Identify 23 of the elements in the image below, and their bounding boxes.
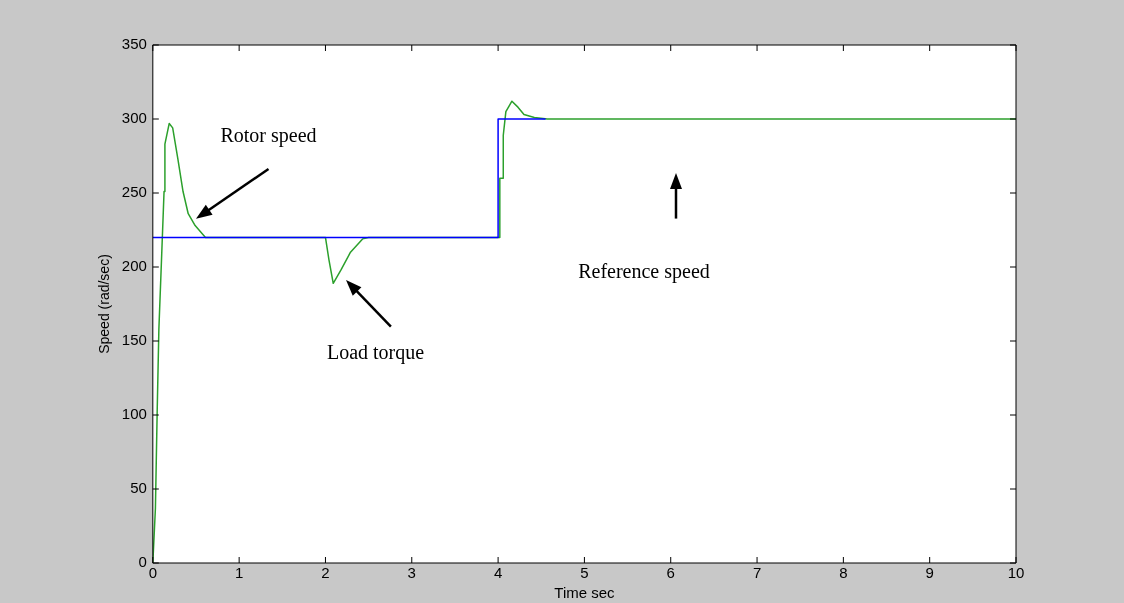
x-tick-label: 5 (580, 564, 589, 582)
y-axis-title: Speed (rad/sec) (96, 254, 113, 354)
y-tick-label: 50 (130, 479, 147, 497)
y-tick-label: 300 (121, 109, 147, 127)
x-tick-label: 9 (925, 564, 934, 582)
x-tick-label: 6 (666, 564, 675, 582)
x-axis-title: Time sec (554, 584, 616, 602)
y-tick-label: 100 (121, 405, 147, 423)
x-tick-label: 3 (407, 564, 416, 582)
x-tick-label: 8 (839, 564, 848, 582)
x-tick-label: 4 (493, 564, 503, 582)
y-tick-label: 350 (121, 35, 147, 53)
y-tick-label: 150 (121, 331, 147, 349)
annotation: Reference speed (578, 259, 710, 283)
x-tick-label: 1 (234, 564, 244, 582)
y-tick-label: 0 (138, 553, 147, 571)
x-tick-label: 7 (752, 564, 762, 582)
y-tick-label: 250 (121, 183, 147, 201)
annotation: Load torque (326, 341, 425, 365)
y-tick-label: 200 (121, 257, 147, 275)
annotation: Rotor speed (220, 123, 317, 147)
x-tick-label: 10 (1007, 564, 1025, 582)
x-tick-label: 2 (321, 564, 330, 582)
